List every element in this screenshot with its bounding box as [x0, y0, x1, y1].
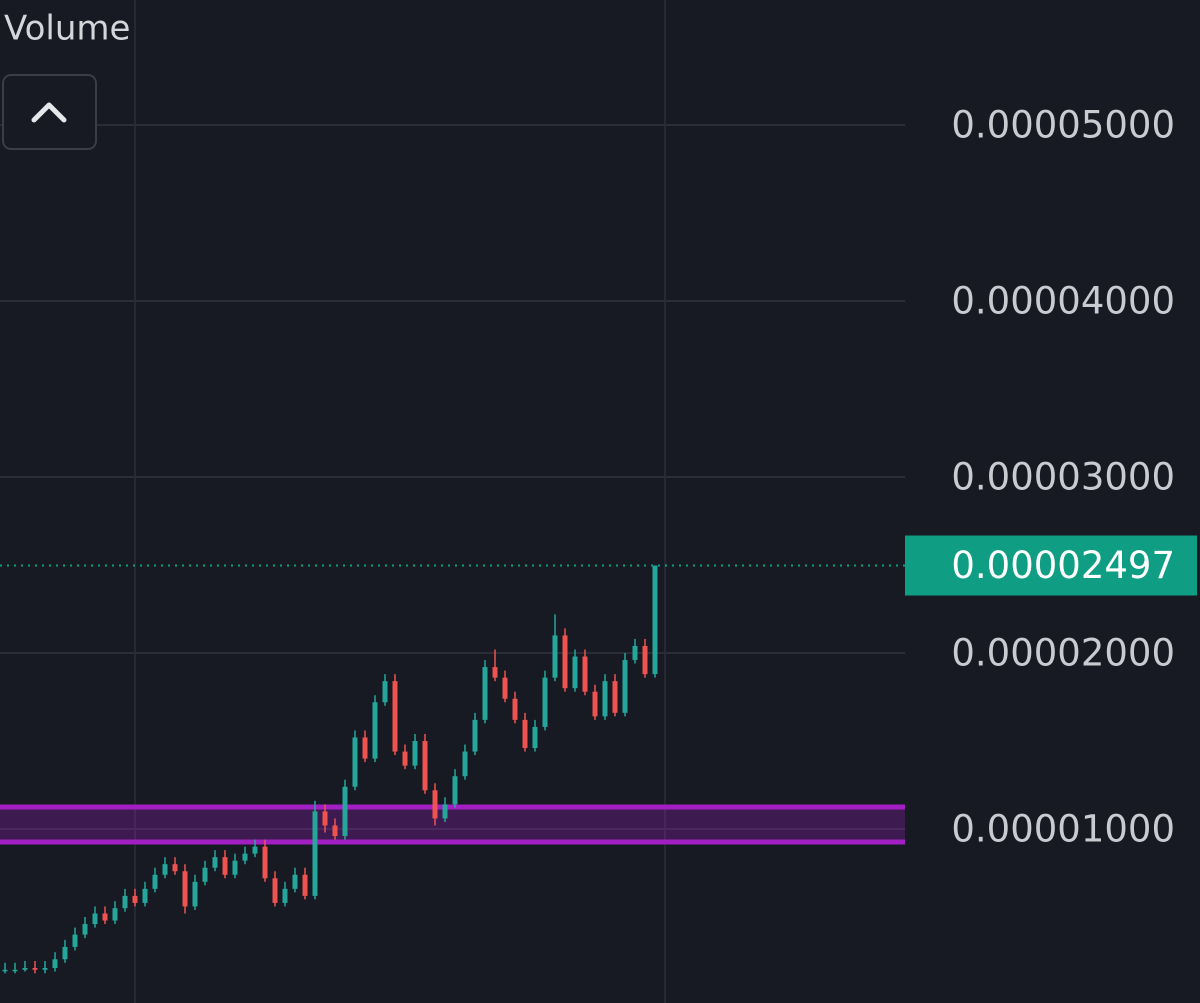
candle-body: [82, 924, 88, 935]
candle-body: [212, 857, 218, 868]
candle-body: [152, 874, 158, 889]
button-frame[interactable]: [2, 74, 97, 150]
candle-body: [2, 969, 8, 972]
candle-body: [632, 645, 638, 661]
candle-body: [622, 660, 628, 713]
candle-body: [202, 867, 208, 882]
candle-body: [572, 656, 578, 689]
candle-body: [582, 656, 588, 692]
candle-body: [392, 681, 398, 752]
candle-body: [222, 857, 228, 875]
candle-body: [312, 811, 318, 896]
candle-body: [512, 698, 518, 720]
candle-body: [522, 719, 528, 749]
last-price-label: 0.00002497: [951, 544, 1175, 587]
indicator-label: Volume: [4, 9, 130, 49]
candle-body: [292, 874, 298, 889]
candle-body: [162, 864, 168, 875]
y-tick-label: 0.00005000: [951, 103, 1175, 146]
y-tick-label: 0.00001000: [951, 807, 1175, 850]
candle-body: [532, 726, 538, 749]
last-price-box: [905, 535, 1197, 596]
candle-body: [142, 888, 148, 903]
candle-body: [502, 677, 508, 699]
candle-body: [602, 681, 608, 717]
candle-body: [412, 740, 418, 766]
candle-body: [12, 969, 18, 972]
candle-body: [482, 667, 488, 720]
candle-body: [232, 860, 238, 875]
candle-body: [52, 959, 58, 969]
zone: [0, 804, 905, 845]
candle-body: [642, 645, 648, 675]
chevron-up-icon[interactable]: [31, 102, 67, 123]
candle-body: [282, 888, 288, 903]
candle-body: [452, 776, 458, 805]
candle-body: [22, 968, 28, 970]
grid: [0, 123, 905, 830]
candle-body: [542, 677, 548, 727]
collapse-button[interactable]: [2, 74, 97, 150]
candle-body: [122, 895, 128, 909]
candle-body: [462, 751, 468, 777]
y-tick-label: 0.00002000: [951, 631, 1175, 674]
candle-body: [342, 786, 348, 837]
candle-body: [552, 635, 558, 678]
candle-body: [382, 681, 388, 703]
candles: [2, 565, 658, 974]
candle-body: [182, 871, 188, 907]
candle-body: [92, 913, 98, 925]
candle-body: [402, 751, 408, 766]
candle-body: [352, 737, 358, 787]
candle-body: [332, 825, 338, 837]
candle-body: [302, 874, 308, 896]
candle-body: [32, 968, 38, 970]
candle-body: [272, 878, 278, 903]
candle-body: [562, 635, 568, 689]
candle-body: [112, 908, 118, 921]
candle-body: [72, 934, 78, 947]
candle-body: [172, 864, 178, 872]
candle-body: [322, 811, 328, 826]
candle-body: [592, 691, 598, 717]
candle-body: [492, 667, 498, 678]
candle-body: [422, 740, 428, 791]
zone-band: [0, 806, 905, 843]
candle-body: [262, 846, 268, 879]
candle-body: [42, 968, 48, 970]
candle-body: [372, 702, 378, 759]
candle-body: [652, 565, 658, 675]
candle-body: [192, 881, 198, 907]
y-tick-label: 0.00004000: [951, 279, 1175, 322]
candle-body: [242, 853, 248, 861]
candle-body: [472, 719, 478, 752]
price-axis: 0.00005000 0.00004000 0.00003000 0.00002000…: [0, 103, 1197, 850]
candle-body: [432, 790, 438, 819]
candle-body: [612, 681, 618, 713]
candle-body: [252, 846, 258, 854]
candle-body: [442, 804, 448, 819]
candle-body: [362, 737, 368, 759]
candle-body: [132, 895, 138, 903]
candle-body: [62, 946, 68, 960]
candle-body: [102, 913, 108, 921]
y-tick-label: 0.00003000: [951, 455, 1175, 498]
